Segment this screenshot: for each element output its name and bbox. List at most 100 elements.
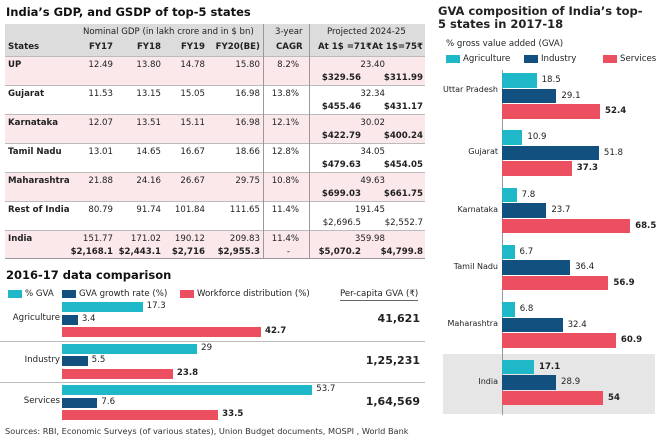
table-row: India 151.77 171.02 190.12 209.83 $2,168.1 $2,… [5, 230, 425, 259]
data-label: 52.4 [604, 106, 627, 116]
cell-state: Rest of India [8, 205, 70, 215]
data-label: 3.4 [81, 313, 96, 324]
cell-fy18: 14.65 [136, 147, 161, 157]
cell-fy20: 209.83 [229, 234, 260, 244]
cell-cagr: 10.8% [271, 176, 299, 186]
data-label: 17.3 [146, 301, 166, 311]
cell-fy19: 26.67 [180, 176, 205, 186]
cell-fy18: 24.16 [136, 176, 161, 186]
data-label: 6.8 [519, 304, 534, 315]
data-label: 37.3 [576, 163, 598, 174]
bar-workforce-distribution- [62, 327, 261, 337]
cell-proj: 30.02 [360, 118, 385, 128]
cell-cagr: 11.4% [271, 205, 299, 215]
col-states: States [8, 42, 40, 52]
axis-line [502, 70, 503, 415]
cell-fy19: 101.84 [174, 205, 205, 215]
data-label: 7.8 [521, 189, 536, 200]
bar-industry [502, 145, 599, 161]
per-capita-label: Per-capita GVA (₹) [340, 289, 419, 301]
data-label: 53.7 [316, 384, 336, 394]
cell-fy20: 111.65 [229, 205, 260, 215]
cell-at75: $661.75 [383, 189, 423, 199]
data-label: 29.1 [561, 90, 581, 101]
cell-proj: 23.40 [360, 60, 385, 70]
data-label: 23.7 [551, 205, 571, 216]
table-row: Maharashtra 21.88 24.16 26.67 29.75 10.8% 49.6… [5, 172, 425, 201]
sources-footer: Sources: RBI, Economic Surveys (of vario… [5, 426, 409, 436]
legend-workforce: Workforce distribution (%) [180, 289, 310, 299]
bar-industry [502, 88, 557, 103]
per-capita-value: 1,25,231 [365, 353, 420, 367]
bar-services [502, 390, 603, 405]
table-header: Nominal GDP (in lakh crore and in $ bn) … [5, 24, 425, 56]
cell-at71: $479.63 [321, 160, 361, 170]
data-label: 28.9 [561, 377, 581, 387]
category-label: Karnataka [457, 204, 498, 214]
bar-agriculture [502, 359, 534, 374]
data-label: 10.9 [527, 132, 547, 143]
bar-industry [502, 375, 557, 390]
category-label: Maharashtra [447, 319, 498, 329]
bar-industry [502, 317, 563, 333]
group-divider [0, 382, 425, 383]
cell-fy17: 80.79 [88, 205, 113, 215]
data-label: 29 [201, 342, 213, 353]
legend-gva: % GVA [8, 289, 54, 299]
data-label: 36.4 [575, 262, 595, 273]
bar-agriculture [502, 130, 523, 145]
bar--gva [62, 385, 313, 395]
cell-fy19: 15.11 [180, 118, 205, 128]
bar-services [502, 275, 609, 291]
data-label: 33.5 [222, 409, 244, 419]
divider [5, 258, 425, 259]
cell-fy19: 16.67 [180, 147, 205, 157]
cell-fy20: 29.75 [235, 176, 260, 186]
per-capita-value: 41,621 [377, 312, 420, 325]
legend-swatch [8, 290, 22, 298]
data-label: 68.5 [635, 220, 657, 231]
cell-state: Maharashtra [8, 176, 70, 186]
cell-fy19: 190.12 [174, 234, 205, 244]
category-label: Agriculture [12, 313, 60, 323]
cell-fy18: 13.80 [136, 60, 161, 70]
cell-proj: 32.34 [360, 89, 385, 99]
cell-cagr: 12.8% [271, 147, 299, 157]
category-label: Tamil Nadu [453, 261, 498, 271]
cell-at75: $454.05 [383, 160, 423, 170]
projected-header: Projected 2024-25 [327, 27, 406, 37]
bar-gva-growth-rate- [62, 397, 98, 408]
cell-proj: 191.45 [354, 205, 385, 215]
column-divider [263, 24, 264, 258]
col-fy18: FY18 [136, 42, 161, 52]
cell-at75: $2,552.7 [384, 218, 423, 228]
bar-industry [502, 203, 547, 218]
cell-cagr: 11.4% [271, 234, 299, 244]
bar-services [502, 218, 631, 234]
data-label: 51.8 [603, 147, 623, 158]
group-divider [0, 340, 425, 342]
col-cagr: CAGR [276, 42, 303, 52]
table-row: Gujarat 11.53 13.15 15.05 16.98 13.8% 32.34 $45… [5, 85, 425, 114]
legend-swatch [446, 55, 460, 63]
col-fy19: FY19 [180, 42, 205, 52]
category-label: India [478, 376, 498, 386]
legend-swatch [62, 290, 76, 298]
bar-workforce-distribution- [62, 410, 219, 420]
cell-fy19: 14.78 [180, 60, 205, 70]
category-label: Uttar Pradesh [443, 85, 498, 94]
cell-fy20: 15.80 [235, 60, 260, 70]
cell-fy17: 12.07 [88, 118, 113, 128]
cell-cagr: 12.1% [271, 118, 299, 128]
cell-state: Gujarat [8, 89, 45, 99]
col-at75: At 1$=75₹ [372, 42, 423, 52]
bar-services [502, 161, 572, 176]
nominal-header: Nominal GDP (in lakh crore and in $ bn) [83, 27, 254, 37]
cell-fy17: 21.88 [88, 176, 113, 186]
legend-swatch [603, 55, 617, 63]
category-label: Industry [24, 354, 60, 365]
cell-fy17: 11.53 [88, 89, 113, 99]
cell-fy18: 13.51 [136, 118, 161, 128]
bar-workforce-distribution- [62, 368, 173, 379]
bar-gva-growth-rate- [62, 356, 88, 366]
